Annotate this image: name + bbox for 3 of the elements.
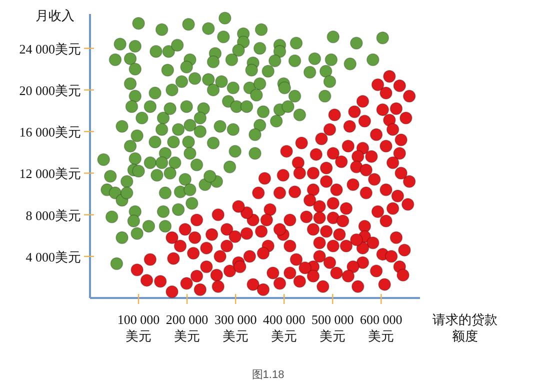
- ylabel: 月收入: [36, 8, 74, 23]
- xlabel: 请求的贷款额度: [432, 312, 498, 344]
- annotation: 图1.18: [252, 369, 284, 381]
